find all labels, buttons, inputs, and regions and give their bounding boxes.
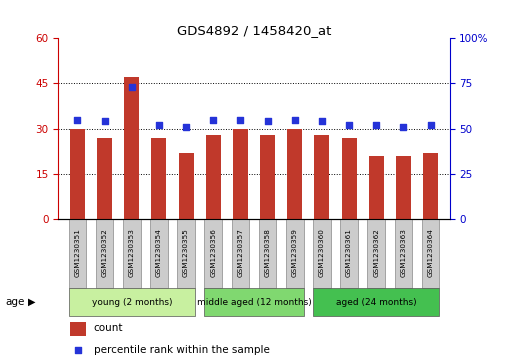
Point — [182, 124, 190, 130]
Text: middle aged (12 months): middle aged (12 months) — [197, 298, 311, 307]
Point — [73, 117, 81, 123]
Bar — [423, 153, 438, 219]
Text: GSM1230353: GSM1230353 — [129, 228, 135, 277]
Text: GSM1230358: GSM1230358 — [265, 228, 271, 277]
Point — [427, 122, 435, 128]
Text: GSM1230360: GSM1230360 — [319, 228, 325, 277]
Bar — [204, 288, 304, 316]
Bar — [204, 219, 222, 288]
Bar — [369, 156, 384, 219]
Title: GDS4892 / 1458420_at: GDS4892 / 1458420_at — [177, 24, 331, 37]
Point — [209, 117, 217, 123]
Bar — [341, 138, 357, 219]
Text: GSM1230362: GSM1230362 — [373, 228, 379, 277]
Bar — [313, 219, 331, 288]
Point — [345, 122, 353, 128]
Text: GSM1230364: GSM1230364 — [428, 228, 433, 277]
Text: GSM1230356: GSM1230356 — [210, 228, 216, 277]
Bar — [70, 322, 86, 336]
Bar — [340, 219, 358, 288]
Bar — [422, 219, 439, 288]
Point — [128, 84, 136, 90]
Bar — [70, 129, 85, 219]
Text: ▶: ▶ — [28, 297, 36, 307]
Bar — [288, 129, 302, 219]
Bar — [179, 153, 194, 219]
Text: aged (24 months): aged (24 months) — [336, 298, 417, 307]
Point — [372, 122, 380, 128]
Text: GSM1230355: GSM1230355 — [183, 228, 189, 277]
Point — [155, 122, 163, 128]
Text: percentile rank within the sample: percentile rank within the sample — [93, 345, 270, 355]
Text: GSM1230357: GSM1230357 — [237, 228, 243, 277]
Bar — [313, 288, 439, 316]
Bar — [314, 135, 329, 219]
Text: GSM1230354: GSM1230354 — [156, 228, 162, 277]
Bar — [123, 219, 141, 288]
Bar — [124, 77, 139, 219]
Point — [264, 119, 272, 125]
Bar — [259, 219, 276, 288]
Point — [74, 347, 82, 353]
Bar — [69, 288, 195, 316]
Text: GSM1230363: GSM1230363 — [400, 228, 406, 277]
Text: age: age — [5, 297, 24, 307]
Bar — [96, 219, 113, 288]
Text: GSM1230359: GSM1230359 — [292, 228, 298, 277]
Bar — [286, 219, 304, 288]
Bar — [177, 219, 195, 288]
Text: GSM1230351: GSM1230351 — [75, 228, 80, 277]
Text: GSM1230361: GSM1230361 — [346, 228, 352, 277]
Text: young (2 months): young (2 months) — [91, 298, 172, 307]
Bar — [395, 219, 412, 288]
Bar — [396, 156, 411, 219]
Bar — [206, 135, 220, 219]
Point — [399, 124, 407, 130]
Point — [101, 119, 109, 125]
Bar — [232, 219, 249, 288]
Text: GSM1230352: GSM1230352 — [102, 228, 108, 277]
Bar — [151, 138, 167, 219]
Bar — [233, 129, 248, 219]
Bar — [69, 219, 86, 288]
Point — [318, 119, 326, 125]
Bar — [367, 219, 385, 288]
Point — [291, 117, 299, 123]
Bar — [150, 219, 168, 288]
Text: count: count — [93, 323, 123, 333]
Bar — [97, 138, 112, 219]
Point — [236, 117, 244, 123]
Bar — [260, 135, 275, 219]
